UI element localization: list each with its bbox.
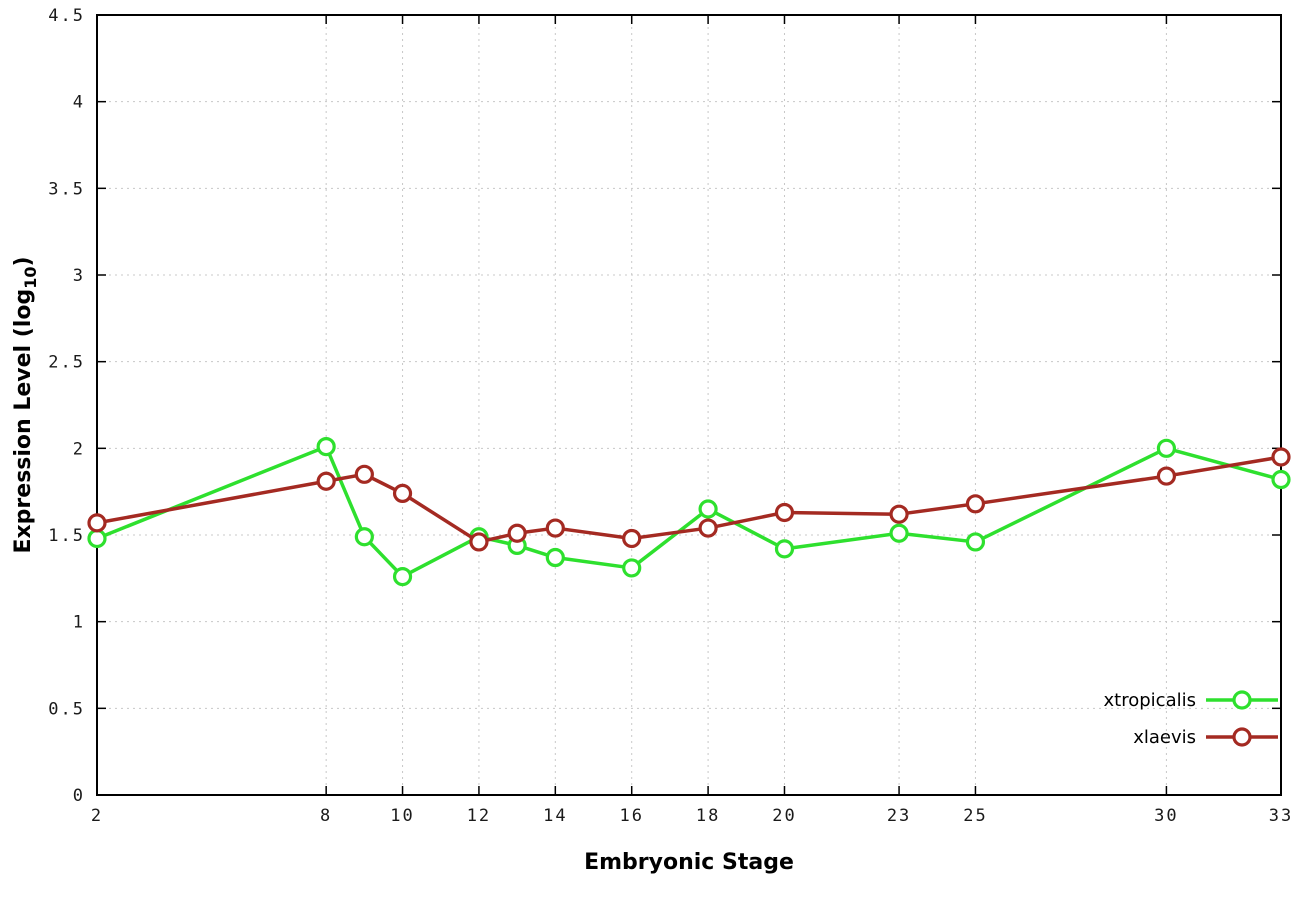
x-axis-tick-label: 25: [963, 806, 987, 826]
legend-marker-sample: [1232, 727, 1252, 747]
marker-xlaevis: [1156, 466, 1177, 486]
marker-xtropicalis: [392, 566, 413, 587]
x-axis-tick-label: 16: [619, 806, 643, 826]
y-axis-tick-label: 2: [73, 439, 85, 459]
marker-xtropicalis: [889, 523, 909, 543]
y-axis-tick-label: 4.5: [48, 6, 85, 26]
marker-xlaevis: [507, 523, 527, 543]
marker-xtropicalis: [1271, 469, 1291, 490]
x-axis-tick-label: 20: [772, 806, 796, 826]
marker-xlaevis: [774, 502, 795, 523]
x-axis-tick-label: 2: [91, 806, 103, 826]
x-axis-tick-label: 30: [1154, 806, 1178, 826]
marker-xtropicalis: [545, 547, 565, 568]
grid: [96, 14, 1282, 796]
x-axis-tick-label: 33: [1269, 806, 1293, 826]
legend-entry-xlaevis: xlaevis: [1133, 727, 1278, 748]
y-axis-tick-label: 3: [73, 266, 85, 286]
legend-label-xlaevis: xlaevis: [1133, 727, 1196, 748]
x-axis-tick-label: 12: [467, 806, 491, 826]
marker-xtropicalis: [965, 532, 986, 552]
marker-xtropicalis: [316, 437, 336, 457]
tick-marks: [96, 14, 1282, 796]
y-axis-tick-label: 0: [73, 786, 85, 806]
y-axis-tick-label: 1: [73, 613, 85, 633]
x-axis-tick-label: 14: [543, 806, 567, 826]
x-axis-tick-label: 18: [696, 806, 720, 826]
legend-label-xtropicalis: xtropicalis: [1104, 690, 1196, 711]
marker-xlaevis: [392, 483, 413, 503]
marker-xtropicalis: [354, 527, 374, 547]
y-axis-title: Expression Level (log10): [11, 256, 40, 553]
series-xlaevis: [87, 447, 1291, 552]
legend-entry-xtropicalis: xtropicalis: [1104, 690, 1278, 711]
plot-border: [96, 14, 1282, 796]
y-axis-tick-label: 2.5: [48, 353, 85, 373]
marker-xtropicalis: [622, 558, 642, 578]
marker-xtropicalis: [774, 539, 795, 559]
y-axis-tick-label: 1.5: [48, 526, 85, 546]
marker-xlaevis: [1271, 447, 1291, 467]
marker-xtropicalis: [87, 528, 107, 549]
marker-xlaevis: [469, 532, 489, 552]
marker-xlaevis: [622, 528, 642, 549]
marker-xlaevis: [87, 513, 107, 533]
marker-xtropicalis: [1156, 438, 1177, 458]
marker-xtropicalis: [698, 499, 718, 519]
y-axis-tick-label: 3.5: [48, 179, 85, 199]
marker-xlaevis: [698, 518, 718, 538]
y-axis-tick-label: 4: [73, 93, 85, 113]
x-axis-tick-label: 10: [390, 806, 414, 826]
x-axis-title: Embryonic Stage: [584, 850, 794, 875]
legend: xtropicalis xlaevis: [1104, 690, 1278, 748]
marker-xlaevis: [354, 464, 374, 484]
marker-xlaevis: [965, 494, 986, 514]
y-axis-tick-label: 0.5: [48, 699, 85, 719]
marker-xlaevis: [316, 471, 336, 491]
marker-xlaevis: [889, 504, 909, 524]
legend-marker-sample: [1232, 690, 1252, 710]
x-axis-tick-label: 8: [320, 806, 332, 826]
x-axis-tick-label: 23: [887, 806, 911, 826]
marker-xlaevis: [545, 518, 565, 538]
